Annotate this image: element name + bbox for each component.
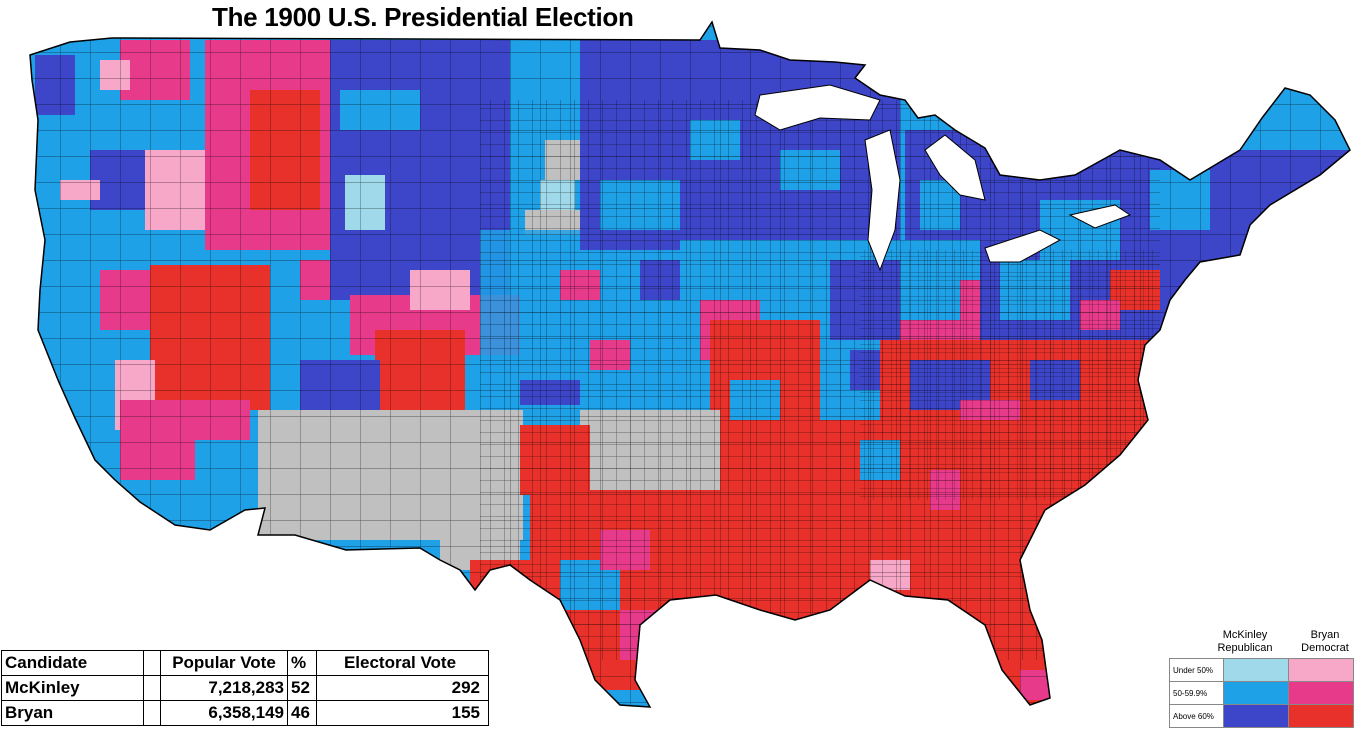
legend-label: Above 60%	[1169, 704, 1224, 728]
legend-swatch-democrat	[1288, 704, 1354, 728]
legend-label: 50-59.9%	[1169, 681, 1224, 705]
legend-header-line: McKinley	[1222, 629, 1268, 641]
results-row-mckinley: McKinley 7,218,283 52 292	[1, 675, 489, 701]
legend-swatch-republican	[1223, 704, 1289, 728]
candidate-name: McKinley	[1, 675, 144, 701]
legend-swatch-democrat	[1288, 681, 1354, 705]
legend-label: Under 50%	[1169, 658, 1224, 682]
results-header-row: Candidate Popular Vote % Electoral Vote	[1, 650, 489, 676]
legend-swatch-republican	[1223, 658, 1289, 682]
popular-vote-value: 6,358,149	[160, 700, 288, 726]
legend-header-line: Republican	[1217, 642, 1273, 654]
legend-row-above-60: Above 60%	[1169, 704, 1354, 728]
legend-header-line: Bryan	[1310, 629, 1340, 641]
electoral-vote-value: 155	[316, 700, 489, 726]
legend-row-under-50: Under 50%	[1169, 658, 1354, 682]
legend-header-republican: McKinley Republican	[1210, 629, 1280, 655]
legend-swatch-democrat	[1288, 658, 1354, 682]
header-electoral-vote: Electoral Vote	[316, 650, 489, 676]
results-row-bryan: Bryan 6,358,149 46 155	[1, 700, 489, 726]
spacer-cell	[143, 675, 161, 701]
candidate-name: Bryan	[1, 700, 144, 726]
spacer-cell	[143, 650, 161, 676]
electoral-vote-value: 292	[316, 675, 489, 701]
legend-row-50-59: 50-59.9%	[1169, 681, 1354, 705]
map-legend: Under 50% 50-59.9% Above 60%	[1169, 658, 1354, 728]
header-percent: %	[287, 650, 317, 676]
legend-header-democrat: Bryan Democrat	[1290, 629, 1360, 655]
spacer-cell	[143, 700, 161, 726]
header-candidate: Candidate	[1, 650, 144, 676]
popular-vote-value: 7,218,283	[160, 675, 288, 701]
legend-swatch-republican	[1223, 681, 1289, 705]
percent-value: 52	[287, 675, 317, 701]
percent-value: 46	[287, 700, 317, 726]
legend-header-line: Democrat	[1301, 642, 1349, 654]
results-table: Candidate Popular Vote % Electoral Vote …	[1, 650, 489, 726]
header-popular-vote: Popular Vote	[160, 650, 288, 676]
map-title: The 1900 U.S. Presidential Election	[212, 2, 634, 32]
